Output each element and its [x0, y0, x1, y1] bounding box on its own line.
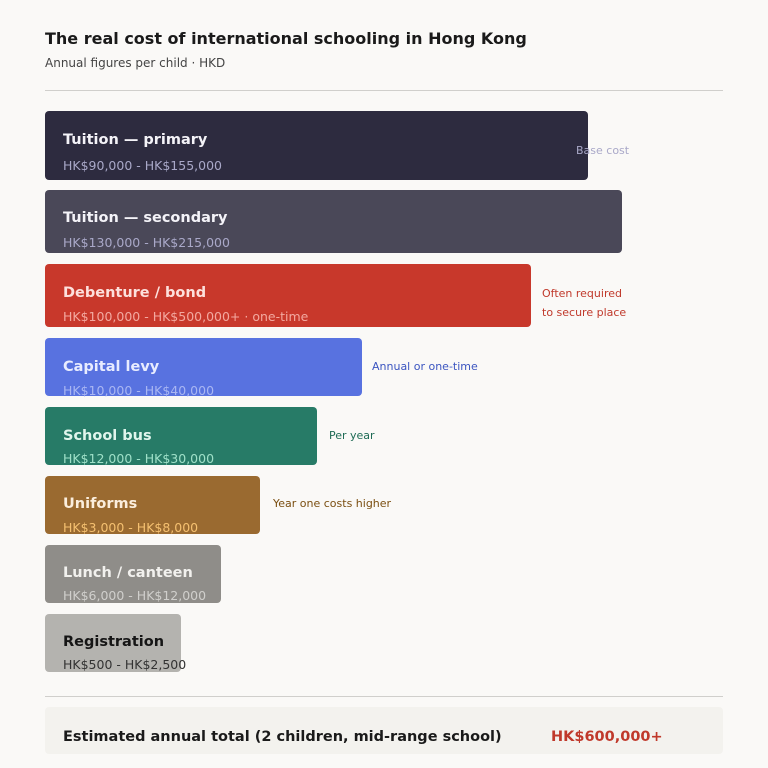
- total-panel: Estimated annual total (2 children, mid-…: [45, 707, 723, 754]
- bar-range: HK$3,000 - HK$8,000: [63, 520, 199, 535]
- bar-label: Debenture / bond: [63, 285, 207, 301]
- bar-label: School bus: [63, 428, 152, 444]
- bar-note: Year one costs higher: [273, 497, 392, 510]
- bar-note: Often required to secure place: [542, 284, 626, 322]
- bar-label: Tuition — secondary: [63, 210, 228, 226]
- divider: [45, 90, 723, 91]
- bar-note: Annual or one-time: [372, 360, 478, 373]
- bar-debenture: Debenture / bond HK$100,000 - HK$500,000…: [45, 264, 531, 327]
- bar-range: HK$10,000 - HK$40,000: [63, 383, 215, 398]
- page-subtitle: Annual figures per child · HKD: [45, 56, 226, 70]
- bar-range: HK$6,000 - HK$12,000: [63, 588, 207, 603]
- bar-label: Uniforms: [63, 496, 138, 512]
- bar-range: HK$500 - HK$2,500: [63, 657, 187, 672]
- note-line: Often required: [542, 287, 622, 300]
- total-label: Estimated annual total (2 children, mid-…: [63, 729, 502, 745]
- bar-uniforms: Uniforms HK$3,000 - HK$8,000: [45, 476, 260, 535]
- bar-range: HK$100,000 - HK$500,000+ · one-time: [63, 309, 309, 324]
- bar-note: Per year: [329, 429, 375, 442]
- bar-label: Lunch / canteen: [63, 565, 193, 581]
- bar-tuition-primary: Tuition — primary HK$90,000 - HK$155,000: [45, 111, 588, 180]
- bar-label: Tuition — primary: [63, 132, 208, 148]
- bar-range: HK$130,000 - HK$215,000: [63, 235, 230, 250]
- bar-registration: Registration HK$500 - HK$2,500: [45, 614, 186, 672]
- bar-range: HK$90,000 - HK$155,000: [63, 158, 222, 173]
- bar-note: Base cost: [576, 144, 630, 157]
- note-line: to secure place: [542, 306, 627, 319]
- bar-range: HK$12,000 - HK$30,000: [63, 451, 215, 466]
- bar-tuition-secondary: Tuition — secondary HK$130,000 - HK$215,…: [45, 190, 622, 253]
- total-value: HK$600,000+: [551, 729, 663, 745]
- bar-lunch: Lunch / canteen HK$6,000 - HK$12,000: [45, 545, 221, 603]
- bar-school-bus: School bus HK$12,000 - HK$30,000: [45, 407, 317, 466]
- bar-capital-levy: Capital levy HK$10,000 - HK$40,000: [45, 338, 362, 398]
- divider: [45, 696, 723, 697]
- bar-label: Registration: [63, 634, 165, 650]
- page-title: The real cost of international schooling…: [45, 29, 527, 48]
- bar-label: Capital levy: [63, 359, 160, 375]
